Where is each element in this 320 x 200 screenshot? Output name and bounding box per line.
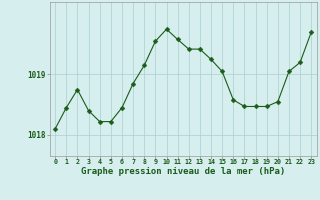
X-axis label: Graphe pression niveau de la mer (hPa): Graphe pression niveau de la mer (hPa) [81,167,285,176]
